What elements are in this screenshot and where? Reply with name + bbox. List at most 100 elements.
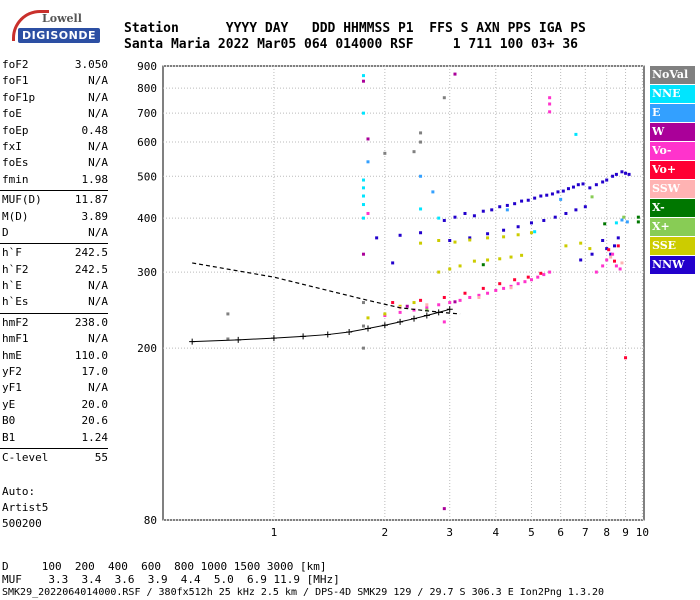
ionogram-chart: 1 2 3 4 5 6 7 8 9 10 80 200 300 400 500 600 700 800 900 [137,60,649,539]
param-row: C-level 55 [0,451,112,467]
legend-item: SSE [650,237,695,255]
legend-item: NNE [650,85,695,103]
data-point-sse [520,253,524,257]
legend-item: X+ [650,218,695,236]
data-point-nnw [605,178,609,182]
data-point-x- [603,222,607,226]
data-point-nnw [614,172,618,176]
trace-plus-marker [411,315,418,322]
hdr-label-s: S [460,21,469,36]
hdr-label-day: DAY [264,21,289,36]
data-point-vo- [548,102,552,106]
hdr-value-pps: 100 [499,37,524,52]
data-point-nnw [516,225,520,229]
param-label: hmF1 [2,332,29,346]
x-tick-label: 7 [582,526,589,539]
data-point-vo- [605,258,609,262]
legend-item: Vo- [650,142,695,160]
x-tick-label: 4 [492,526,499,539]
hdr-value-ddd: 064 [304,37,328,52]
data-point-noval [361,324,365,328]
param-row: yF2 17.0 [0,365,112,381]
data-point-sse [516,233,520,237]
data-point-nnw [550,192,554,196]
data-point-ssw [509,286,513,290]
trace-plus-marker [397,318,404,325]
data-point-vo- [366,211,370,215]
data-point-nne [361,203,365,207]
data-point-vo- [539,271,543,275]
param-value: 1.98 [81,172,109,186]
data-point-nnw [375,236,379,240]
data-point-nnw [448,238,452,242]
y-tick-label: 700 [137,107,157,120]
hdr-label-pps: PPS [507,21,532,36]
data-point-w [361,79,365,83]
param-label: foF1p [2,90,36,104]
data-point-nnw [468,236,472,240]
data-point-nne [574,132,578,136]
data-point-sse [579,241,583,245]
polarization-legend: NoVal NNE E W Vo- Vo+ SSW X- X+ SSE NNW [650,66,695,275]
param-row: fxI N/A [0,140,112,156]
data-point-nnw [579,258,583,262]
data-point-nnw [620,170,624,174]
data-point-sse [472,259,476,263]
data-point-sse [564,244,568,248]
x-tick-label: 3 [446,526,453,539]
param-value: N/A [88,225,108,239]
data-point-sse [468,238,472,242]
header-labels: Station YYYY DAY DDD HHMMSS P1 FFS S AXN… [124,21,586,36]
data-point-nnw [526,198,530,202]
param-value: N/A [88,74,108,88]
param-value: N/A [88,90,108,104]
y-tick-label: 500 [137,170,157,183]
data-point-sse [398,304,402,308]
data-point-nnw [391,261,395,265]
data-point-vo- [529,278,533,282]
data-point-sse [458,264,462,268]
data-point-nne [361,186,365,190]
data-point-vo- [613,259,617,263]
hdr-label-axn: AXN [476,21,500,36]
data-point-nnw [490,208,494,212]
data-point-nnw [505,203,509,207]
data-point-nnw [566,187,570,191]
data-point-vo- [412,308,416,312]
trace-plus-marker [346,328,353,335]
param-value: 11.87 [74,193,108,207]
param-row: M(D) 3.89 [0,210,112,226]
param-label: C-level [2,450,49,464]
data-point-sse [419,241,423,245]
data-point-sse [509,255,513,259]
param-value: 110.0 [74,348,108,362]
data-point-noval [412,150,416,154]
param-label: foEp [2,123,29,137]
parameter-panel: foF2 3.050 foF1 N/A foF1p N/A foE N/A foEp 0.48 fx… [0,58,112,467]
param-label: MUF(D) [2,193,42,207]
data-point-sse [383,312,387,316]
param-row: B0 20.6 [0,414,112,430]
param-row: h`Es N/A [0,295,112,311]
data-point-ssw [477,295,481,299]
param-label: foF2 [2,58,29,71]
data-point-vo- [616,244,620,248]
data-point-sse [486,236,490,240]
legend-item: NoVal [650,66,695,84]
hdr-value-station: Santa Maria [124,37,211,52]
hdr-label-ps: PS [570,21,586,36]
data-point-nnw [453,215,457,219]
y-tick-label: 300 [137,266,157,279]
data-point-nnw [624,171,628,175]
data-point-vo- [463,291,467,295]
hdr-label-ffs: FFS [429,21,453,36]
hdr-value-ps: 36 [562,37,579,52]
legend-item: W [650,123,695,141]
trace-plus-marker [381,322,388,329]
data-point-sse [366,316,370,320]
legend-item: Vo+ [650,161,695,179]
data-point-vo- [548,110,552,114]
footer-d-row: D 100 200 400 600 800 1000 1500 3000 [km… [2,560,327,573]
hdr-value-s: 1 [452,37,461,52]
param-label: h`E [2,279,22,293]
